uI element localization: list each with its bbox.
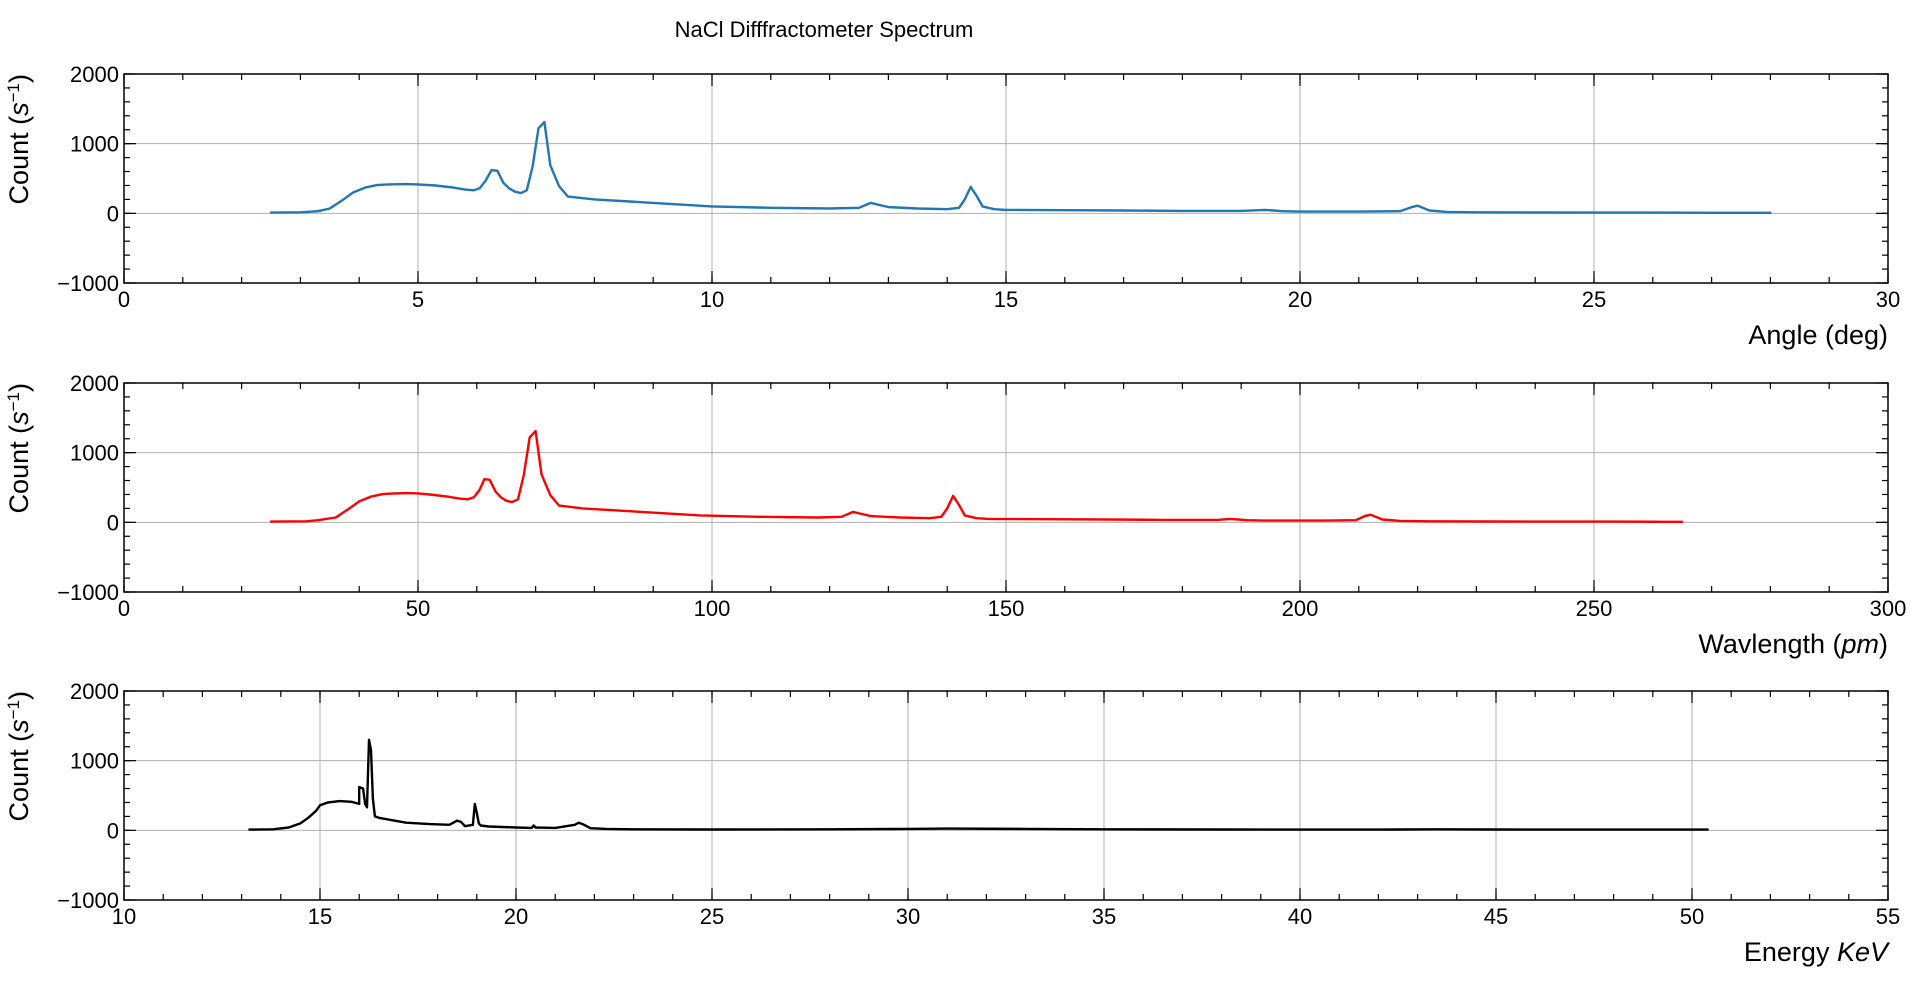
- wavelength-x-axis-label: Wavlength (pm): [1698, 629, 1888, 659]
- energy-y-tick-label: 0: [107, 818, 119, 843]
- wavelength-x-tick-label: 100: [694, 596, 731, 621]
- energy-plot-frame: [123, 690, 1889, 901]
- energy-spectrum-line: [248, 738, 1709, 831]
- energy-y-tick-label: −1000: [57, 888, 119, 913]
- angle-spectrum-line: [269, 120, 1772, 214]
- energy-x-tick-label: 30: [896, 904, 920, 929]
- energy-grid: [123, 690, 1889, 901]
- angle-series: [269, 120, 1772, 214]
- wavelength-x-tick-label: 300: [1870, 596, 1907, 621]
- angle-x-tick-label: 25: [1582, 287, 1606, 312]
- energy-y-tick-label: 2000: [70, 679, 119, 704]
- energy-tick-labels: 10 15 20 25 30 35 40 45 50 55 −1000 0 1000 2000: [57, 679, 1900, 929]
- wavelength-grid: [123, 382, 1889, 593]
- energy-spectrum-panel: 10 15 20 25 30 35 40 45 50 55 −1000 0 1000 2000 Energ…: [4, 679, 1901, 967]
- figure-title: NaCl Difffractometer Spectrum: [675, 17, 974, 42]
- energy-x-tick-label: 45: [1484, 904, 1508, 929]
- angle-x-tick-label: 15: [994, 287, 1018, 312]
- energy-series: [248, 738, 1709, 831]
- wavelength-x-tick-label: 200: [1282, 596, 1319, 621]
- energy-x-tick-label: 40: [1288, 904, 1312, 929]
- wavelength-x-tick-label: 250: [1576, 596, 1613, 621]
- energy-x-tick-label: 55: [1876, 904, 1900, 929]
- angle-grid: [123, 73, 1889, 284]
- angle-x-axis-label: Angle (deg): [1748, 320, 1888, 350]
- wavelength-spectrum-line: [269, 429, 1684, 523]
- angle-x-tick-label: 5: [412, 287, 424, 312]
- wavelength-series: [269, 429, 1684, 523]
- wavelength-x-tick-label: 0: [118, 596, 130, 621]
- angle-y-tick-label: 0: [107, 201, 119, 226]
- wavelength-y-tick-label: 2000: [70, 371, 119, 396]
- angle-y-tick-label: −1000: [57, 271, 119, 296]
- wavelength-y-tick-label: 1000: [70, 441, 119, 466]
- angle-x-tick-label: 20: [1288, 287, 1312, 312]
- energy-x-tick-label: 50: [1680, 904, 1704, 929]
- wavelength-y-tick-label: −1000: [57, 580, 119, 605]
- energy-x-tick-label: 35: [1092, 904, 1116, 929]
- wavelength-y-tick-label: 0: [107, 510, 119, 535]
- angle-y-tick-label: 2000: [70, 62, 119, 87]
- energy-x-tick-label: 20: [504, 904, 528, 929]
- energy-y-tick-label: 1000: [70, 749, 119, 774]
- angle-x-tick-label: 0: [118, 287, 130, 312]
- wavelength-x-tick-label: 150: [988, 596, 1025, 621]
- energy-y-axis-label: Count (s−1): [4, 691, 35, 821]
- angle-y-tick-label: 1000: [70, 132, 119, 157]
- angle-y-axis-label: Count (s−1): [4, 74, 35, 204]
- energy-x-tick-label: 25: [700, 904, 724, 929]
- wavelength-ticks: [123, 382, 1889, 593]
- energy-x-tick-label: 15: [308, 904, 332, 929]
- energy-x-axis-label: Energy KeV: [1744, 937, 1891, 967]
- energy-x-tick-label: 10: [112, 904, 136, 929]
- wavelength-x-tick-label: 50: [406, 596, 430, 621]
- angle-ticks: [123, 73, 1889, 284]
- wavelength-y-axis-label: Count (s−1): [4, 383, 35, 513]
- angle-x-tick-label: 30: [1876, 287, 1900, 312]
- energy-ticks: [123, 690, 1889, 901]
- angle-x-tick-label: 10: [700, 287, 724, 312]
